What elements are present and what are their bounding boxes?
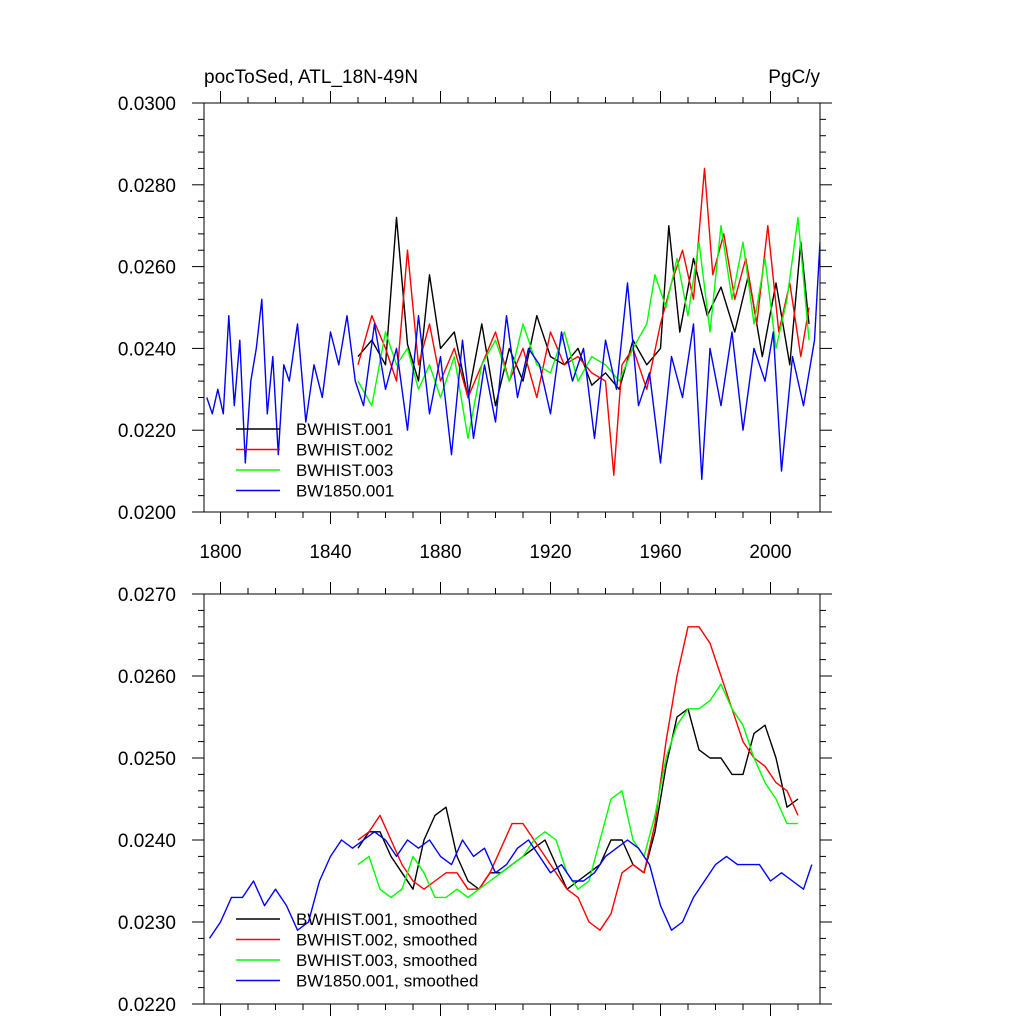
- legend-label: BWHIST.003: [296, 461, 393, 480]
- x-tick-label: 1840: [309, 542, 351, 563]
- x-tick-label: 1960: [639, 542, 681, 563]
- series-line: [357, 167, 810, 476]
- legend-label: BWHIST.001, smoothed: [296, 910, 477, 929]
- y-tick-label: 0.0260: [118, 667, 176, 688]
- legend-label: BW1850.001: [296, 482, 394, 501]
- series-line: [357, 683, 798, 899]
- y-tick-label: 0.0260: [118, 258, 176, 279]
- y-tick-label: 0.0270: [118, 585, 176, 606]
- x-tick-label: 2000: [749, 542, 791, 563]
- y-tick-label: 0.0230: [118, 913, 176, 934]
- legend-label: BWHIST.003, smoothed: [296, 951, 477, 970]
- bottom-panel: 0.0220 0.0230 0.0240 0.0250 0.0260 0.0270 BWHI…: [118, 582, 832, 1016]
- chart-title: pocToSed, ATL_18N-49N: [204, 67, 418, 88]
- units-label: PgC/y: [768, 67, 820, 88]
- y-tick-label: 0.0200: [118, 503, 176, 524]
- y-tick-label: 0.0300: [118, 94, 176, 115]
- plot-frame: [203, 593, 821, 1005]
- series-line: [357, 708, 799, 890]
- x-tick-label: 1920: [529, 542, 571, 563]
- series-line: [357, 216, 810, 407]
- y-tick-label: 0.0220: [118, 995, 176, 1016]
- series-line: [208, 831, 813, 939]
- series-line: [206, 242, 820, 480]
- y-tick-label: 0.0220: [118, 421, 176, 442]
- y-tick-label: 0.0240: [118, 831, 176, 852]
- series-line: [357, 626, 799, 931]
- legend-label: BWHIST.002, smoothed: [296, 931, 477, 950]
- y-tick-label: 0.0240: [118, 339, 176, 360]
- legend-label: BWHIST.002: [296, 441, 393, 460]
- x-tick-label: 1880: [419, 542, 461, 563]
- series-line: [357, 216, 810, 440]
- top-panel: 0.0200 0.0220 0.0240 0.0260 0.0280 0.0300 1800…: [118, 67, 832, 563]
- y-tick-label: 0.0280: [118, 176, 176, 197]
- y-tick-label: 0.0250: [118, 749, 176, 770]
- legend-label: BW1850.001, smoothed: [296, 972, 478, 991]
- plot-frame: [203, 102, 821, 513]
- legend-label: BWHIST.001: [296, 420, 393, 439]
- x-tick-label: 1800: [199, 542, 241, 563]
